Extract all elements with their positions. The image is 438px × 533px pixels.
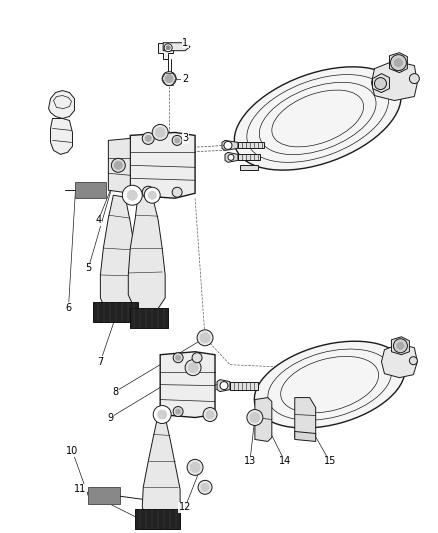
Circle shape [145,189,151,195]
Circle shape [393,339,407,353]
Polygon shape [238,142,264,148]
Circle shape [176,355,180,360]
Polygon shape [142,415,180,527]
Circle shape [172,135,182,146]
Circle shape [142,132,154,144]
Circle shape [390,55,406,71]
Polygon shape [158,43,173,59]
Text: 13: 13 [244,456,256,466]
Circle shape [220,382,228,390]
Ellipse shape [234,67,401,170]
Circle shape [114,161,122,169]
Text: 7: 7 [97,357,103,367]
Circle shape [122,185,142,205]
Polygon shape [295,432,316,441]
Circle shape [145,135,151,141]
Text: 9: 9 [107,413,113,423]
Circle shape [192,353,202,362]
Polygon shape [100,195,138,318]
Polygon shape [225,152,238,163]
Circle shape [206,410,214,418]
Polygon shape [135,509,180,529]
Circle shape [173,407,183,416]
Text: 8: 8 [112,386,118,397]
Circle shape [395,59,403,67]
Polygon shape [295,398,316,439]
Polygon shape [238,155,260,160]
Circle shape [374,78,386,90]
Circle shape [201,483,209,491]
Circle shape [185,360,201,376]
Polygon shape [93,302,138,322]
Polygon shape [372,74,389,93]
Circle shape [153,406,171,424]
Polygon shape [49,91,74,118]
Text: 14: 14 [279,456,291,466]
Circle shape [142,186,154,198]
Polygon shape [371,61,417,101]
Circle shape [410,357,417,365]
Circle shape [164,44,172,52]
Circle shape [162,71,176,86]
Circle shape [203,408,217,422]
Circle shape [155,127,165,138]
Polygon shape [108,139,130,193]
Circle shape [152,124,168,140]
Text: 4: 4 [95,215,102,225]
Polygon shape [217,379,230,392]
Circle shape [200,333,210,343]
Polygon shape [50,118,72,155]
Circle shape [148,191,156,199]
Text: 11: 11 [74,484,87,494]
Circle shape [165,75,173,83]
Circle shape [176,409,180,414]
Circle shape [247,409,263,425]
Polygon shape [240,165,258,171]
Text: 1: 1 [182,38,188,48]
Text: 10: 10 [66,447,78,456]
Polygon shape [130,308,168,328]
Circle shape [188,362,198,373]
Circle shape [250,413,260,423]
Polygon shape [230,382,258,390]
Text: 5: 5 [85,263,92,273]
Ellipse shape [254,341,405,428]
Circle shape [410,74,419,84]
Text: 6: 6 [65,303,71,313]
Text: 2: 2 [182,74,188,84]
Polygon shape [163,43,190,51]
Circle shape [198,480,212,494]
Circle shape [228,155,234,160]
Polygon shape [255,398,272,441]
Polygon shape [88,487,120,504]
Circle shape [127,190,137,200]
Circle shape [172,187,182,197]
Circle shape [175,138,180,143]
Polygon shape [130,132,195,198]
Circle shape [190,462,200,472]
Circle shape [111,158,125,172]
Circle shape [187,459,203,475]
Polygon shape [389,53,407,72]
Text: 12: 12 [179,502,191,512]
Circle shape [166,46,170,50]
Polygon shape [75,182,106,198]
Polygon shape [222,140,238,150]
Circle shape [173,353,183,362]
Polygon shape [392,337,410,355]
Polygon shape [160,352,215,417]
Polygon shape [128,193,165,314]
Circle shape [144,187,160,203]
Polygon shape [381,344,417,378]
Text: 3: 3 [182,133,188,143]
Circle shape [197,330,213,346]
Text: 15: 15 [323,456,336,466]
Circle shape [158,410,167,419]
Circle shape [397,342,404,349]
Circle shape [224,141,232,149]
